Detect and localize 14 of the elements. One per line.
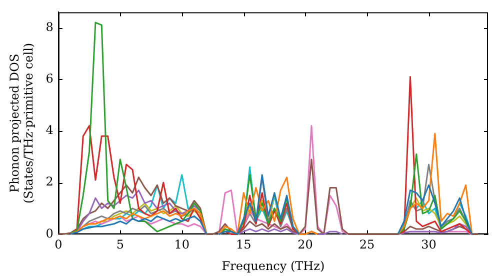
y-tick-label: 2 xyxy=(46,174,54,189)
x-axis-title: Frequency (THz) xyxy=(222,258,325,273)
x-tick-label: 25 xyxy=(359,238,375,252)
y-tick-label: 8 xyxy=(46,20,54,34)
x-tick-label: 15 xyxy=(236,238,252,252)
x-tick-label: 0 xyxy=(54,238,62,252)
y-axis-title: Phonon projected DOS (States/THz·primitive cell) xyxy=(7,42,36,204)
x-tick-label: 20 xyxy=(298,238,313,252)
x-tick-label: 10 xyxy=(174,238,190,252)
x-tick-label: 5 xyxy=(116,238,124,252)
y-tick-label: 0 xyxy=(46,226,54,240)
y-tick-label: 4 xyxy=(46,123,54,138)
x-tick-label: 30 xyxy=(421,238,436,252)
y-tick-label: 6 xyxy=(46,71,54,86)
